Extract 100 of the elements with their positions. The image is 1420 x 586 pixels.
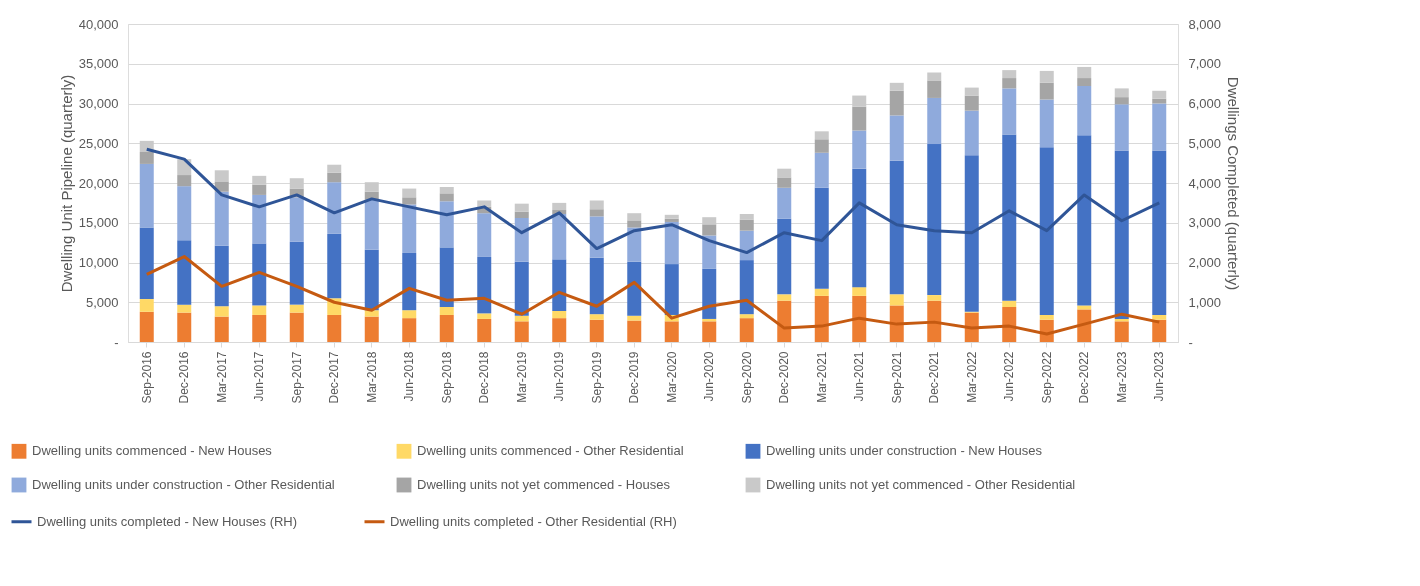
- bar: [777, 218, 792, 295]
- y2-tick-label: 3,000: [1188, 215, 1222, 231]
- bar: [814, 295, 829, 342]
- bar: [1152, 90, 1167, 99]
- bar: [889, 115, 904, 161]
- bar: [439, 193, 454, 202]
- bar: [739, 314, 754, 319]
- bar: [214, 181, 229, 192]
- bar: [214, 191, 229, 246]
- bar: [1002, 300, 1017, 308]
- y2-tick-label: 7,000: [1188, 56, 1222, 72]
- x-tick-label: Mar-2022: [964, 351, 979, 403]
- x-tick-label: Jun-2023: [1152, 351, 1167, 402]
- bar: [139, 227, 154, 300]
- y-tick-label: 30,000: [78, 96, 119, 111]
- bar: [739, 260, 754, 315]
- bar: [627, 213, 642, 221]
- bar: [1039, 314, 1054, 320]
- y2-tick-label: 8,000: [1188, 16, 1222, 32]
- y-axis-title: Dwelling Unit Pipeline (quarterly): [57, 74, 75, 293]
- bar: [664, 321, 679, 342]
- bar: [702, 321, 717, 342]
- bar: [702, 268, 717, 319]
- bar: [889, 305, 904, 342]
- bar: [139, 163, 154, 228]
- bar: [289, 241, 304, 305]
- x-tick-label: Sep-2018: [439, 351, 454, 404]
- bar: [477, 313, 492, 319]
- legend-label: Dwelling units completed - New Houses (RH): [37, 513, 298, 529]
- bar: [739, 214, 754, 220]
- bar: [514, 211, 529, 218]
- bar: [814, 139, 829, 153]
- y2-tick-label: 2,000: [1188, 255, 1222, 270]
- bar: [552, 259, 567, 311]
- bar: [1002, 88, 1017, 135]
- bar: [477, 256, 492, 314]
- bar: [1152, 98, 1167, 104]
- bar: [439, 314, 454, 342]
- bar: [627, 320, 642, 342]
- bar: [364, 310, 379, 317]
- bar: [439, 307, 454, 315]
- bar: [252, 314, 267, 342]
- bar: [402, 310, 417, 319]
- bar: [1039, 99, 1054, 148]
- bar: [177, 175, 192, 187]
- bar: [814, 187, 829, 289]
- bar: [289, 178, 304, 189]
- x-tick-label: Sep-2021: [889, 351, 904, 404]
- y2-tick-label: 5,000: [1188, 135, 1222, 151]
- bar: [1039, 82, 1054, 100]
- x-tick-label: Sep-2022: [1039, 351, 1054, 404]
- bar: [214, 316, 229, 342]
- x-tick-label: Dec-2017: [327, 351, 342, 404]
- bar: [514, 203, 529, 212]
- bar: [402, 204, 417, 253]
- bar: [402, 318, 417, 342]
- x-tick-label: Sep-2019: [589, 351, 604, 404]
- bar: [327, 172, 342, 183]
- x-tick-label: Jun-2021: [852, 351, 867, 402]
- legend-label: Dwelling units completed - Other Residential (RH): [390, 513, 677, 529]
- bar: [1077, 78, 1092, 87]
- bar: [1002, 78, 1017, 89]
- bar: [702, 224, 717, 236]
- bar: [327, 182, 342, 234]
- bar: [1002, 307, 1017, 342]
- x-tick-label: Sep-2016: [139, 351, 154, 404]
- y2-tick-label: 4,000: [1188, 175, 1222, 191]
- x-tick-label: Mar-2017: [214, 351, 229, 403]
- bar: [402, 188, 417, 198]
- bar: [852, 295, 867, 342]
- bar: [252, 194, 267, 244]
- x-tick-label: Jun-2020: [702, 351, 717, 402]
- bar: [814, 152, 829, 188]
- bar: [1077, 66, 1092, 79]
- y-tick-label: 35,000: [78, 56, 119, 72]
- bar: [739, 219, 754, 231]
- bar: [1039, 70, 1054, 83]
- bar: [252, 305, 267, 315]
- bar: [252, 175, 267, 185]
- bar: [1152, 150, 1167, 315]
- x-tick-label: Jun-2017: [252, 351, 267, 402]
- bar: [1114, 150, 1129, 319]
- x-tick-label: Sep-2020: [739, 351, 754, 404]
- bar: [514, 261, 529, 316]
- bar: [139, 152, 154, 164]
- legend-label: Dwelling units under construction - Other Residential: [32, 477, 335, 492]
- bar: [814, 131, 829, 140]
- y-tick-label: 15,000: [78, 215, 119, 231]
- x-tick-label: Jun-2019: [552, 351, 567, 402]
- legend-label: Dwelling units not yet commenced - Other Residential: [766, 477, 1076, 492]
- bar: [364, 182, 379, 192]
- y-tick-label: 5,000: [85, 294, 119, 310]
- bar: [889, 160, 904, 295]
- bar: [589, 216, 604, 258]
- bar: [552, 311, 567, 319]
- x-tick-label: Jun-2022: [1002, 351, 1017, 402]
- bar: [1114, 97, 1129, 105]
- bar: [402, 252, 417, 311]
- bar: [927, 72, 942, 81]
- bar: [289, 304, 304, 313]
